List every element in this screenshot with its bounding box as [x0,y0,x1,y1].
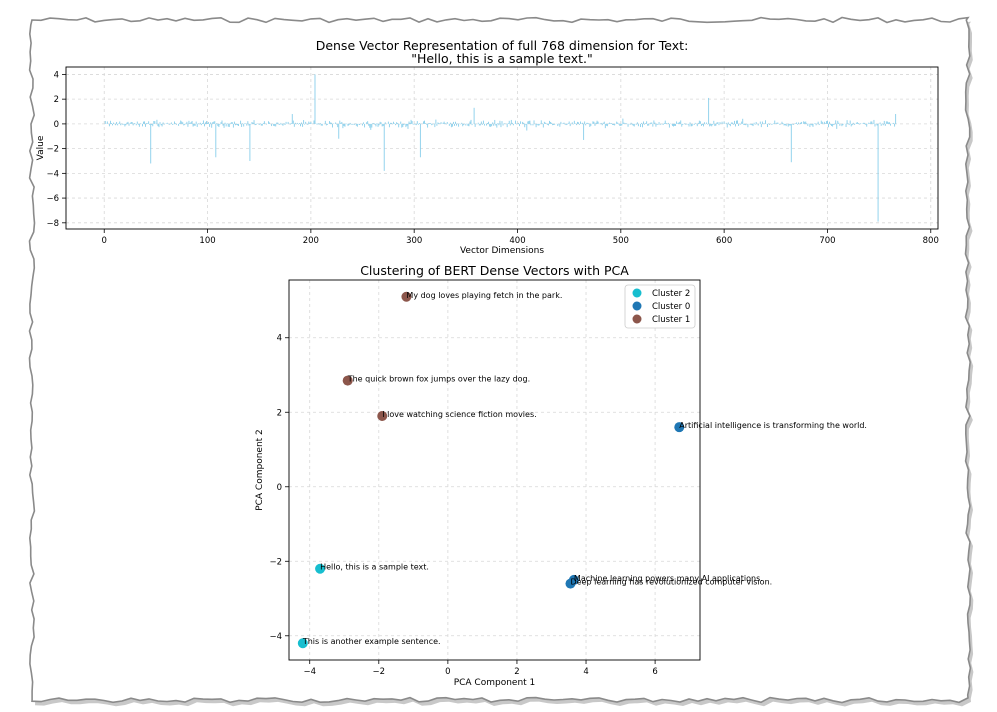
chart1-y-tick-label: 2 [54,95,59,105]
chart1-x-axis-label: Vector Dimensions [460,246,544,256]
scatter-point-label: I love watching science fiction movies. [382,410,536,419]
chart2-plot-frame [288,279,701,661]
chart1-y-tick-label: −8 [46,219,59,229]
chart2-y-tick-label: −4 [269,632,282,642]
chart2-y-axis-label: PCA Component 2 [255,429,265,511]
chart1-x-tick-label: 800 [923,236,939,246]
chart2-x-tick-label: 0 [445,667,450,677]
chart1-x-tick-label: 700 [819,236,835,246]
legend-marker [632,314,642,324]
chart1-plot-frame [65,66,939,230]
scatter-point [565,578,576,589]
legend-label: Cluster 0 [652,302,690,312]
chart1-x-tick-label: 400 [509,236,525,246]
chart1-y-tick-label: 4 [54,70,59,80]
chart1-title-line2: "Hello, this is a sample text." [411,51,593,66]
chart2-x-tick-label: 2 [514,667,519,677]
frame-edge [28,16,972,704]
chart2-y-tick-label: 0 [277,483,282,493]
chart2-y-tick-label: −2 [269,557,282,567]
chart2-legend-box [624,284,696,329]
chart1-title-line1: Dense Vector Representation of full 768 … [316,38,689,53]
chart1-x-tick-label: 600 [716,236,732,246]
chart1-x-tick-label: 100 [199,236,215,246]
chart2-x-tick-label: −4 [303,667,316,677]
chart2-title: Clustering of BERT Dense Vectors with PC… [360,263,629,278]
chart2-y-tick-label: 4 [277,334,282,344]
chart2-x-tick-label: 6 [652,667,657,677]
chart1-x-tick-label: 300 [406,236,422,246]
chart1-x-tick-label: 200 [303,236,319,246]
chart1-y-tick-label: −2 [46,145,59,155]
scatter-point [377,410,388,421]
scatter-point-label: Artificial intelligence is transforming … [679,421,867,430]
chart2-x-tick-label: −2 [373,667,386,677]
chart1-x-tick-label: 0 [102,236,107,246]
scatter-point-label: Deep learning has revolutionized compute… [570,578,772,587]
scatter-point [315,563,326,574]
chart2-y-tick-label: 2 [277,408,282,418]
scatter-point-label: This is another example sentence. [302,637,441,646]
scatter-point-label: The quick brown fox jumps over the lazy … [347,375,530,384]
chart1-y-axis-label: Value [36,135,46,160]
chart2-x-axis-label: PCA Component 1 [454,678,536,688]
scatter-point [674,422,685,433]
legend-label: Cluster 1 [652,315,690,325]
chart2-x-tick-label: 4 [583,667,588,677]
chart1-y-tick-label: −4 [46,169,59,179]
scatter-point [401,291,412,302]
scatter-point-label: My dog loves playing fetch in the park. [406,291,562,300]
legend-label: Cluster 2 [652,289,690,299]
legend-marker [632,301,642,311]
scatter-point [342,375,353,386]
chart1-y-tick-label: −6 [46,194,59,204]
chart1-y-tick-label: 0 [54,120,59,130]
legend-marker [632,288,642,298]
scatter-point-label: Machine learning powers many AI applicat… [574,574,763,583]
chart1-x-tick-label: 500 [613,236,629,246]
scatter-point-label: Hello, this is a sample text. [320,563,429,572]
scatter-point [297,638,308,649]
